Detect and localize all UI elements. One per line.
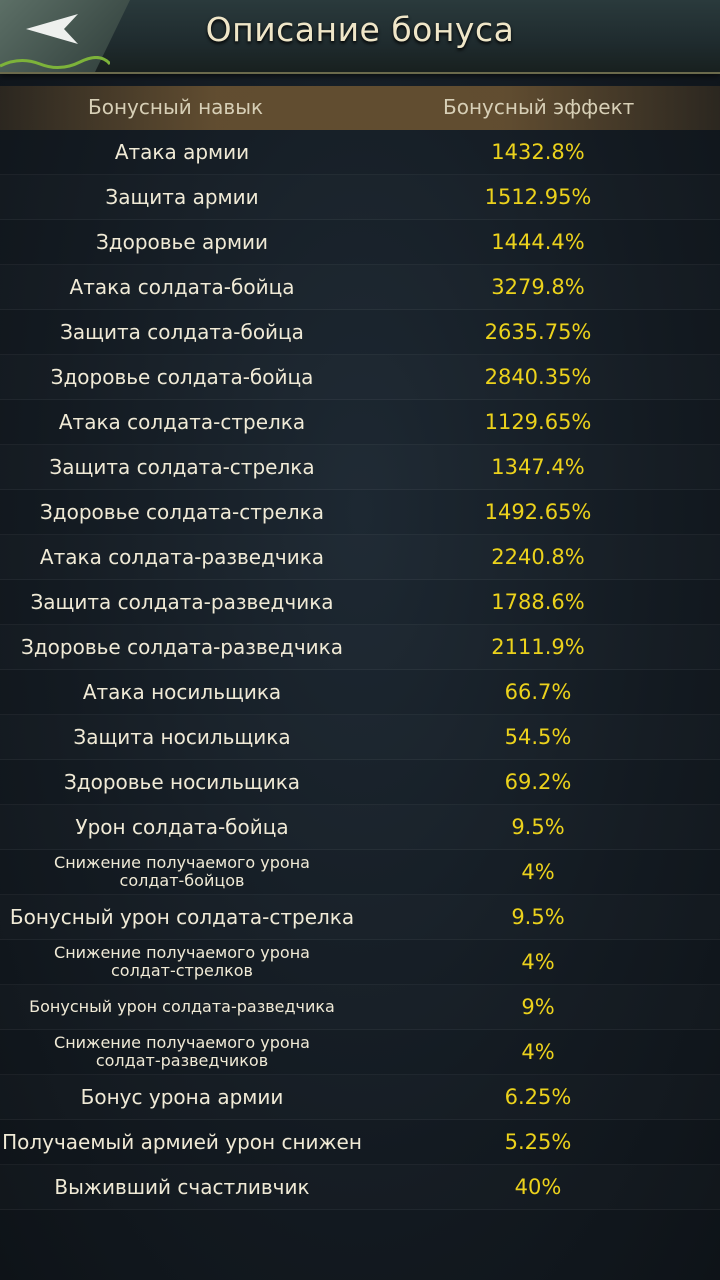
bonus-value: 2840.35% bbox=[484, 365, 592, 389]
table-row: Атака носильщика 66.7% bbox=[0, 670, 720, 715]
table-row: Бонусный урон солдата-стрелка 9.5% bbox=[0, 895, 720, 940]
skill-name: Здоровье носильщика bbox=[63, 770, 301, 794]
table-row: Бонусный урон солдата-разведчика 9% bbox=[0, 985, 720, 1030]
skill-name: Бонусный урон солдата-стрелка bbox=[9, 905, 355, 929]
table-row: Снижение получаемого урона солдат-развед… bbox=[0, 1030, 720, 1075]
table-row: Защита носильщика 54.5% bbox=[0, 715, 720, 760]
header-bar: Описание бонуса bbox=[0, 0, 720, 74]
table-row: Атака солдата-разведчика 2240.8% bbox=[0, 535, 720, 580]
bonus-value: 40% bbox=[514, 1175, 562, 1199]
bonus-value: 4% bbox=[521, 860, 555, 884]
bonus-value: 3279.8% bbox=[491, 275, 585, 299]
table-row: Атака солдата-стрелка 1129.65% bbox=[0, 400, 720, 445]
bonus-value: 1347.4% bbox=[491, 455, 585, 479]
skill-name: Атака солдата-разведчика bbox=[39, 545, 325, 569]
table-row: Получаемый армией урон снижен 5.25% bbox=[0, 1120, 720, 1165]
bonus-value: 9.5% bbox=[511, 905, 565, 929]
bonus-value: 66.7% bbox=[504, 680, 572, 704]
table-row: Защита солдата-стрелка 1347.4% bbox=[0, 445, 720, 490]
table-row: Снижение получаемого урона солдат-бойцов… bbox=[0, 850, 720, 895]
bonus-value: 1492.65% bbox=[484, 500, 592, 524]
bonus-value: 2111.9% bbox=[491, 635, 585, 659]
table-row: Здоровье солдата-стрелка 1492.65% bbox=[0, 490, 720, 535]
skill-name: Здоровье солдата-бойца bbox=[50, 365, 314, 389]
skill-name: Атака солдата-бойца bbox=[69, 275, 295, 299]
bonus-value: 1444.4% bbox=[491, 230, 585, 254]
table-row: Урон солдата-бойца 9.5% bbox=[0, 805, 720, 850]
skill-name: Здоровье армии bbox=[95, 230, 269, 254]
skill-name: Бонус урона армии bbox=[80, 1085, 284, 1109]
table-row: Здоровье армии 1444.4% bbox=[0, 220, 720, 265]
table-row: Здоровье солдата-бойца 2840.35% bbox=[0, 355, 720, 400]
table-row: Здоровье носильщика 69.2% bbox=[0, 760, 720, 805]
table-row: Атака солдата-бойца 3279.8% bbox=[0, 265, 720, 310]
bonus-value: 9% bbox=[521, 995, 555, 1019]
vine-decoration-icon bbox=[0, 56, 110, 69]
bonus-value: 69.2% bbox=[504, 770, 572, 794]
table-row: Выживший счастливчик 40% bbox=[0, 1165, 720, 1210]
table-row: Защита солдата-бойца 2635.75% bbox=[0, 310, 720, 355]
table-row: Защита солдата-разведчика 1788.6% bbox=[0, 580, 720, 625]
bonus-value: 6.25% bbox=[504, 1085, 572, 1109]
table-row: Здоровье солдата-разведчика 2111.9% bbox=[0, 625, 720, 670]
skill-name: Защита армии bbox=[105, 185, 259, 209]
skill-name: Снижение получаемого урона солдат-развед… bbox=[54, 1033, 310, 1070]
skill-name: Снижение получаемого урона солдат-стрелк… bbox=[54, 943, 310, 980]
table-row: Атака армии 1432.8% bbox=[0, 130, 720, 175]
table-row: Снижение получаемого урона солдат-стрелк… bbox=[0, 940, 720, 985]
table-row: Защита армии 1512.95% bbox=[0, 175, 720, 220]
skill-name: Защита солдата-бойца bbox=[60, 320, 304, 344]
skill-name: Атака армии bbox=[114, 140, 250, 164]
skill-name: Урон солдата-бойца bbox=[75, 815, 289, 839]
skill-name: Атака солдата-стрелка bbox=[58, 410, 306, 434]
bonus-value: 9.5% bbox=[511, 815, 565, 839]
column-header-skill: Бонусный навык bbox=[88, 95, 264, 119]
skill-name: Атака носильщика bbox=[82, 680, 282, 704]
bonus-value: 1512.95% bbox=[484, 185, 592, 209]
skill-name: Снижение получаемого урона солдат-бойцов bbox=[54, 853, 310, 890]
skill-name: Защита солдата-стрелка bbox=[49, 455, 315, 479]
skill-name: Получаемый армией урон снижен bbox=[2, 1130, 362, 1154]
table-row: Бонус урона армии 6.25% bbox=[0, 1075, 720, 1120]
bonus-value: 1788.6% bbox=[491, 590, 585, 614]
bonus-table: Атака армии 1432.8% Защита армии 1512.95% Зд… bbox=[0, 130, 720, 1210]
column-header-effect: Бонусный эффект bbox=[443, 95, 635, 119]
bonus-value: 5.25% bbox=[504, 1130, 572, 1154]
back-arrow-icon bbox=[26, 14, 78, 44]
skill-name: Бонусный урон солдата-разведчика bbox=[29, 997, 335, 1016]
table-header: Бонусный навык Бонусный эффект bbox=[0, 86, 720, 130]
skill-name: Выживший счастливчик bbox=[54, 1175, 310, 1199]
page-title: Описание бонуса bbox=[205, 10, 515, 49]
bonus-value: 4% bbox=[521, 1040, 555, 1064]
bonus-value: 1129.65% bbox=[484, 410, 592, 434]
skill-name: Защита солдата-разведчика bbox=[30, 590, 334, 614]
skill-name: Здоровье солдата-разведчика bbox=[21, 635, 343, 659]
bonus-value: 1432.8% bbox=[491, 140, 585, 164]
skill-name: Защита носильщика bbox=[73, 725, 291, 749]
bonus-value: 2635.75% bbox=[484, 320, 592, 344]
bonus-value: 54.5% bbox=[504, 725, 572, 749]
bonus-value: 2240.8% bbox=[491, 545, 585, 569]
skill-name: Здоровье солдата-стрелка bbox=[39, 500, 325, 524]
bonus-value: 4% bbox=[521, 950, 555, 974]
